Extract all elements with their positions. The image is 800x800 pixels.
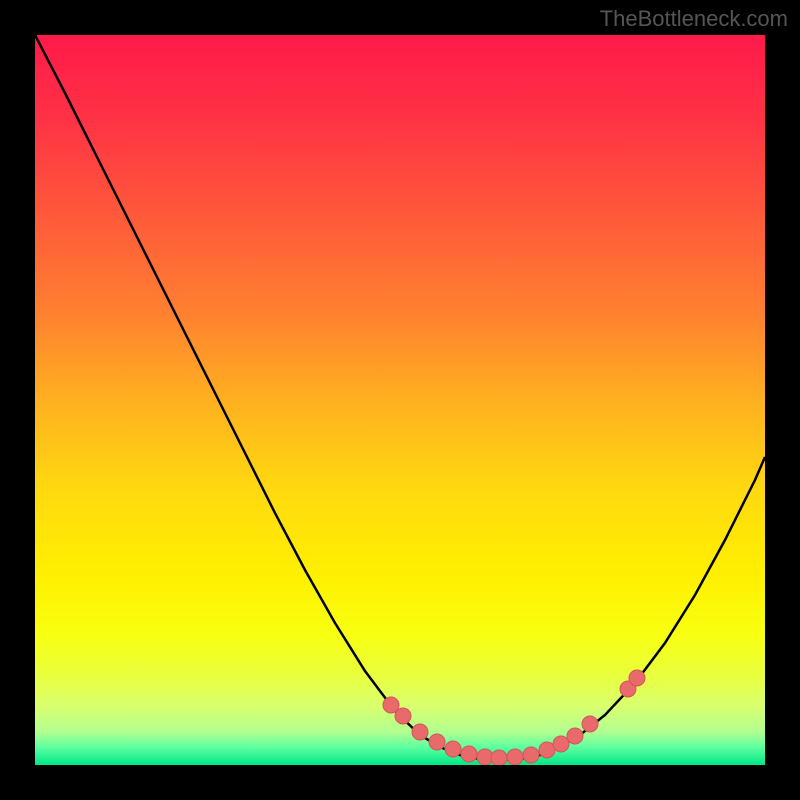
chart-plot-area [35, 35, 765, 765]
watermark-text: TheBottleneck.com [600, 6, 788, 32]
curve-marker [395, 708, 411, 724]
curve-markers [383, 670, 645, 765]
curve-marker [582, 716, 598, 732]
curve-marker [507, 749, 523, 765]
curve-marker [412, 724, 428, 740]
curve-marker [461, 746, 477, 762]
bottleneck-curve [35, 35, 765, 760]
curve-marker [491, 750, 507, 765]
curve-marker [445, 741, 461, 757]
curve-marker [523, 747, 539, 763]
curve-marker [567, 728, 583, 744]
chart-overlay [35, 35, 765, 765]
curve-marker [553, 736, 569, 752]
curve-marker [629, 670, 645, 686]
curve-marker [429, 734, 445, 750]
